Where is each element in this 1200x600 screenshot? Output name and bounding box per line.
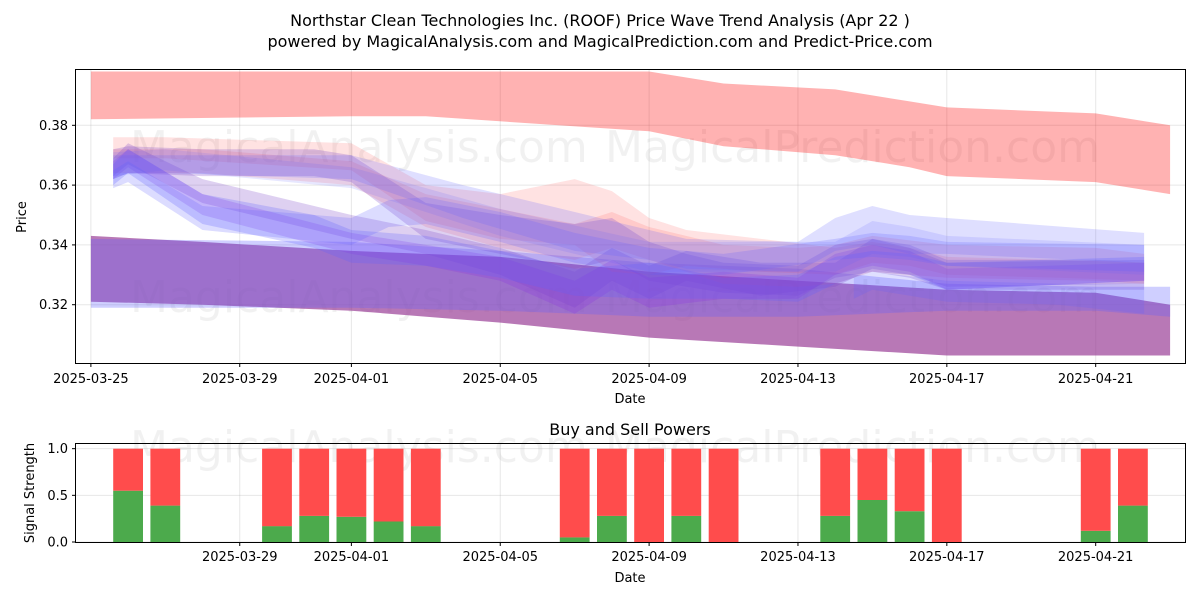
- watermark: MagicalAnalysis.com: [130, 122, 588, 173]
- sell-bar: [299, 448, 330, 516]
- buy-bar: [894, 511, 925, 542]
- buy-bar: [671, 515, 702, 542]
- price-band-9: [113, 161, 1145, 275]
- x-tick-label: 2025-04-09: [611, 550, 687, 565]
- x-tick-label: 2025-03-25: [53, 372, 129, 387]
- x-tick-label: 2025-04-17: [909, 372, 985, 387]
- buy-bar: [373, 521, 404, 542]
- price-band-1: [90, 235, 1171, 356]
- signal-bars: [113, 448, 1148, 542]
- price-band-8: [113, 149, 1145, 302]
- price-band-2: [90, 238, 1171, 317]
- price-band-7: [113, 149, 1145, 314]
- x-tick-label: 2025-04-01: [314, 372, 390, 387]
- sell-bar: [336, 448, 367, 517]
- buy-bar: [299, 515, 330, 542]
- price-band-3: [113, 137, 1145, 281]
- sell-bar: [373, 448, 404, 522]
- sell-bar: [671, 448, 702, 516]
- main-x-axis-label: Date: [614, 392, 645, 407]
- chart-subtitle: powered by MagicalAnalysis.com and Magic…: [267, 32, 932, 51]
- chart-title: Northstar Clean Technologies Inc. (ROOF)…: [290, 11, 910, 30]
- main-x-ticks: 2025-03-25 2025-03-29 2025-04-01 2025-04-05…: [53, 363, 1133, 387]
- main-y-axis-label: Price: [15, 201, 30, 233]
- x-tick-label: 2025-04-09: [611, 372, 687, 387]
- sell-bar: [410, 448, 441, 527]
- sell-bar: [857, 448, 888, 500]
- sell-bar: [113, 448, 143, 491]
- x-tick-label: 2025-04-05: [462, 372, 538, 387]
- buy-bar: [559, 537, 590, 542]
- x-tick-label: 2025-04-17: [909, 550, 985, 565]
- main-plot-frame: [75, 69, 1186, 364]
- signal-plot-frame: [75, 443, 1186, 543]
- y-tick-label: 0.34: [39, 238, 68, 253]
- price-band-5: [113, 146, 1145, 296]
- sell-bar: [150, 448, 181, 506]
- main-y-ticks: 0.32 0.34 0.36 0.38: [39, 119, 76, 313]
- sell-bar: [597, 448, 627, 516]
- sell-bar: [559, 448, 590, 538]
- watermark: MagicalPrediction.com: [605, 122, 1100, 173]
- y-tick-label: 0.32: [39, 298, 68, 313]
- x-tick-label: 2025-04-01: [314, 550, 390, 565]
- sell-bar: [1080, 448, 1111, 531]
- x-tick-label: 2025-04-21: [1058, 550, 1134, 565]
- price-band-6: [113, 143, 1145, 308]
- price-band-0: [90, 71, 1171, 195]
- price-band-12: [853, 271, 1145, 314]
- sell-bar: [931, 448, 962, 542]
- sell-bar: [634, 448, 664, 542]
- sell-bar: [262, 448, 292, 527]
- buy-bar: [410, 526, 441, 542]
- buy-bar: [113, 490, 143, 542]
- main-plot-series: [90, 71, 1171, 356]
- y-tick-label: 0.38: [39, 119, 68, 134]
- signal-chart-title: Buy and Sell Powers: [549, 420, 711, 439]
- signal-y-axis-label: Signal Strength: [23, 443, 38, 543]
- buy-bar: [262, 526, 292, 542]
- sell-bar: [708, 448, 739, 542]
- x-tick-label: 2025-03-29: [202, 550, 278, 565]
- signal-y-ticks: 0.0 0.5 1.0: [47, 442, 76, 551]
- y-tick-label: 1.0: [47, 442, 68, 457]
- y-tick-label: 0.36: [39, 179, 68, 194]
- watermark-group: MagicalAnalysis.com MagicalPrediction.co…: [130, 422, 1100, 473]
- buy-bar: [336, 516, 367, 542]
- buy-bar: [597, 515, 627, 542]
- buy-bar: [150, 505, 181, 542]
- sell-bar: [894, 448, 925, 512]
- y-tick-label: 0.0: [47, 536, 68, 551]
- signal-x-axis-label: Date: [614, 571, 645, 586]
- price-band-11: [113, 149, 1145, 275]
- sell-bar: [820, 448, 851, 516]
- price-band-4: [113, 149, 1145, 287]
- buy-bar: [1118, 505, 1148, 542]
- buy-bar: [1080, 530, 1111, 542]
- x-tick-label: 2025-04-13: [760, 372, 836, 387]
- x-tick-label: 2025-04-21: [1058, 372, 1134, 387]
- x-tick-label: 2025-04-05: [462, 550, 538, 565]
- sell-bar: [1118, 448, 1148, 506]
- x-tick-label: 2025-03-29: [202, 372, 278, 387]
- buy-bar: [857, 500, 888, 542]
- signal-x-ticks: 2025-03-29 2025-04-01 2025-04-05 2025-04-09…: [202, 542, 1134, 565]
- x-tick-label: 2025-04-13: [760, 550, 836, 565]
- y-tick-label: 0.5: [47, 489, 68, 504]
- price-band-10: [113, 155, 1145, 272]
- buy-bar: [820, 515, 851, 542]
